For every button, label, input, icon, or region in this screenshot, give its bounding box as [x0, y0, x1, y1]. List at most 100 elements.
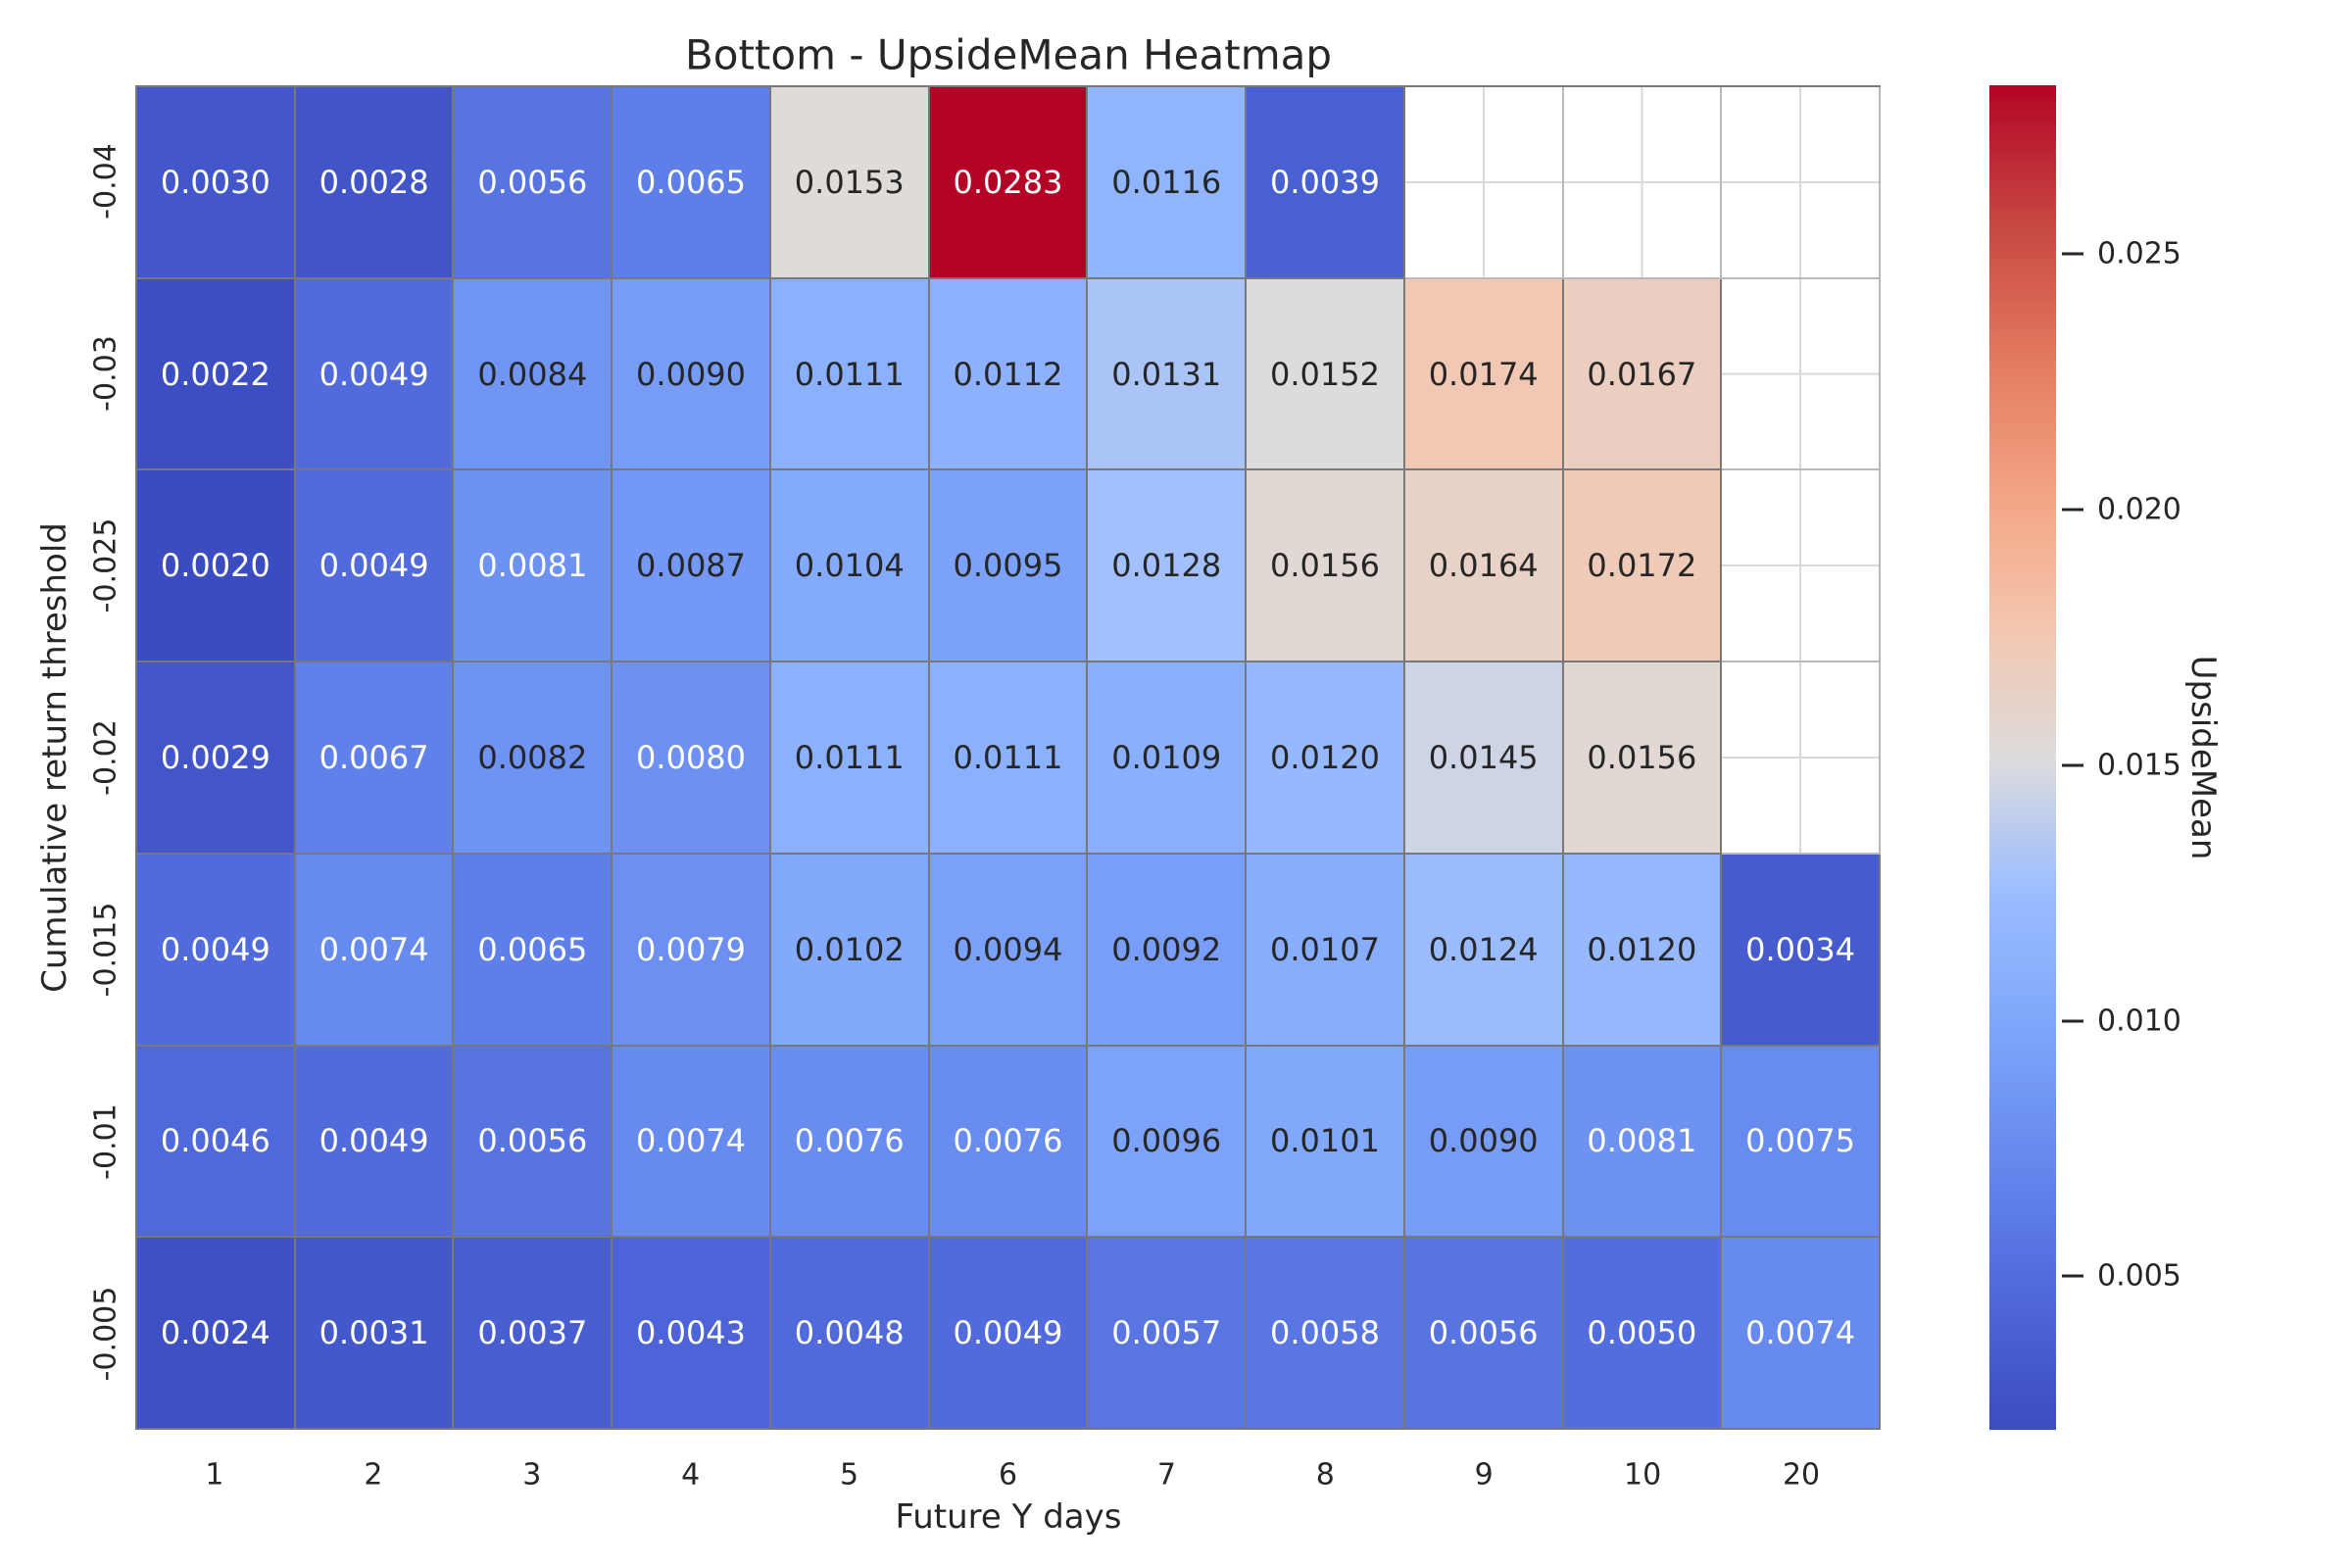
cell-value: 0.0076: [794, 1122, 905, 1160]
heatmap-cell: 0.0028: [295, 87, 455, 279]
heatmap-cell: 0.0020: [137, 470, 296, 663]
heatmap-cell: 0.0124: [1404, 854, 1564, 1047]
heatmap-cell: 0.0094: [929, 854, 1089, 1047]
x-tick-label: 8: [1315, 1457, 1335, 1493]
cell-value: 0.0065: [636, 163, 747, 201]
heatmap-cell: 0.0111: [929, 662, 1089, 855]
heatmap-cell: 0.0076: [929, 1046, 1089, 1239]
heatmap-cell: 0.0087: [612, 470, 771, 663]
cell-value: 0.0095: [953, 547, 1063, 585]
cell-value: 0.0020: [160, 547, 270, 585]
cell-value: 0.0030: [160, 163, 270, 201]
cell-value: 0.0058: [1269, 1314, 1380, 1352]
heatmap-cell: 0.0031: [295, 1238, 455, 1430]
cell-value: 0.0084: [477, 355, 588, 393]
cell-value: 0.0111: [794, 355, 905, 393]
heatmap-cell: 0.0039: [1247, 87, 1405, 279]
cell-value: 0.0079: [636, 930, 747, 968]
heatmap-cell: 0.0111: [770, 278, 930, 471]
heatmap-cell: 0.0153: [770, 87, 930, 279]
heatmap-cell: 0.0109: [1088, 662, 1248, 855]
y-tick-label: -0.04: [88, 143, 123, 220]
heatmap-cell: 0.0120: [1563, 854, 1723, 1047]
cell-value: 0.0081: [477, 547, 588, 585]
colorbar-tick-label: 0.015: [2097, 748, 2181, 783]
heatmap-cell: 0.0090: [612, 278, 771, 471]
colorbar-tick: [2062, 252, 2083, 256]
heatmap-cell: 0.0081: [454, 470, 613, 663]
cell-value: 0.0156: [1587, 738, 1697, 776]
heatmap-cell: 0.0067: [295, 662, 455, 855]
heatmap-cell: 0.0104: [770, 470, 930, 663]
heatmap-cell: 0.0096: [1088, 1046, 1248, 1239]
y-tick-label: -0.015: [88, 902, 123, 998]
heatmap-cell: 0.0056: [454, 87, 613, 279]
cell-value: 0.0022: [160, 355, 270, 393]
heatmap-cell: 0.0049: [137, 854, 296, 1047]
heatmap-cell: 0.0111: [770, 662, 930, 855]
cell-value: 0.0056: [477, 163, 588, 201]
cell-value: 0.0090: [636, 355, 747, 393]
x-tick-label: 3: [522, 1457, 542, 1493]
heatmap-cell: 0.0074: [612, 1046, 771, 1239]
cell-value: 0.0076: [953, 1122, 1063, 1160]
heatmap-cell: 0.0030: [137, 87, 296, 279]
heatmap-cell: 0.0156: [1247, 470, 1405, 663]
heatmap-cell: 0.0022: [137, 278, 296, 471]
heatmap-cell-empty: [1722, 662, 1881, 855]
cell-value: 0.0049: [953, 1314, 1063, 1352]
x-axis-label: Future Y days: [895, 1497, 1122, 1537]
colorbar-tick: [2062, 763, 2083, 767]
cell-value: 0.0065: [477, 930, 588, 968]
x-tick-label: 9: [1474, 1457, 1494, 1493]
heatmap-cell: 0.0024: [137, 1238, 296, 1430]
heatmap-cell: 0.0057: [1088, 1238, 1248, 1430]
cell-value: 0.0049: [160, 930, 270, 968]
cell-value: 0.0120: [1269, 738, 1380, 776]
cell-value: 0.0049: [318, 547, 429, 585]
cell-value: 0.0048: [794, 1314, 905, 1352]
heatmap-grid: 0.0030 0.0028 0.0056 0.0065 0.0153 0.0283 0.01…: [135, 85, 1881, 1430]
cell-value: 0.0080: [636, 738, 747, 776]
x-tick-label: 20: [1782, 1457, 1821, 1493]
cell-value: 0.0124: [1428, 930, 1539, 968]
heatmap-cell: 0.0084: [454, 278, 613, 471]
cell-value: 0.0104: [794, 547, 905, 585]
cell-value: 0.0074: [636, 1122, 747, 1160]
colorbar-tick-label: 0.020: [2097, 492, 2181, 527]
cell-value: 0.0056: [1428, 1314, 1539, 1352]
heatmap-cell: 0.0082: [454, 662, 613, 855]
heatmap-cell: 0.0079: [612, 854, 771, 1047]
heatmap-cell: 0.0046: [137, 1046, 296, 1239]
cell-value: 0.0067: [318, 738, 429, 776]
colorbar-tick: [2062, 1274, 2083, 1278]
heatmap-cell: 0.0172: [1563, 470, 1723, 663]
cell-value: 0.0087: [636, 547, 747, 585]
cell-value: 0.0174: [1428, 355, 1539, 393]
cell-value: 0.0145: [1428, 738, 1539, 776]
x-tick-label: 6: [998, 1457, 1018, 1493]
colorbar-tick: [2062, 1019, 2083, 1023]
cell-value: 0.0094: [953, 930, 1063, 968]
heatmap-cell: 0.0065: [454, 854, 613, 1047]
heatmap-cell: 0.0116: [1088, 87, 1248, 279]
cell-value: 0.0107: [1269, 930, 1380, 968]
cell-value: 0.0081: [1587, 1122, 1697, 1160]
cell-value: 0.0029: [160, 738, 270, 776]
cell-value: 0.0075: [1745, 1122, 1856, 1160]
heatmap-cell: 0.0043: [612, 1238, 771, 1430]
heatmap-cell: 0.0167: [1563, 278, 1723, 471]
heatmap-cell: 0.0101: [1247, 1046, 1405, 1239]
heatmap-cell: 0.0152: [1247, 278, 1405, 471]
heatmap-cell: 0.0102: [770, 854, 930, 1047]
cell-value: 0.0037: [477, 1314, 588, 1352]
cell-value: 0.0049: [318, 355, 429, 393]
cell-value: 0.0172: [1587, 547, 1697, 585]
x-tick-label: 5: [840, 1457, 859, 1493]
colorbar-gradient: [1989, 85, 2056, 1430]
y-tick-label: -0.025: [88, 517, 123, 613]
cell-value: 0.0164: [1428, 547, 1539, 585]
heatmap-cell: 0.0034: [1722, 854, 1881, 1047]
heatmap-cell: 0.0049: [295, 1046, 455, 1239]
y-tick-label: -0.02: [88, 719, 123, 796]
